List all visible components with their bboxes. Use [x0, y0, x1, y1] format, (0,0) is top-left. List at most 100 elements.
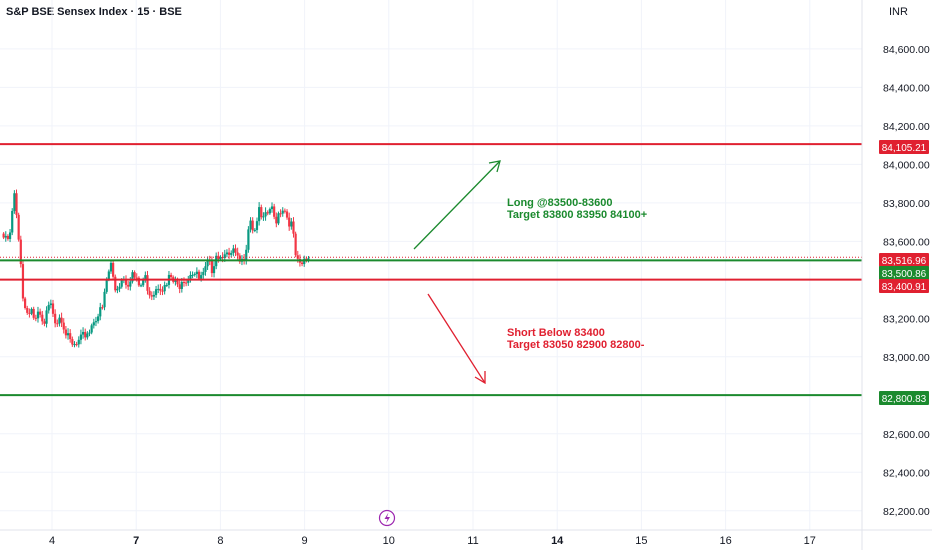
candle-body	[11, 210, 14, 233]
candle-body	[96, 316, 100, 322]
annotation-text: Target 83800 83950 84100+	[507, 209, 647, 221]
candle-body	[300, 262, 304, 265]
level-badge-label: 83,500.86	[882, 269, 927, 280]
candle-body	[232, 248, 235, 254]
x-tick-label: 11	[467, 535, 478, 547]
candle-body	[187, 279, 190, 283]
long-arrow-head	[488, 160, 501, 173]
candle-body	[154, 289, 158, 295]
level-badge-label: 84,105.21	[882, 143, 927, 154]
y-tick-label: 84,600.00	[883, 44, 930, 56]
candle-body	[49, 303, 52, 306]
candle-body	[227, 252, 231, 255]
candle-body	[101, 307, 104, 309]
candle-body	[69, 333, 72, 340]
y-tick-label: 83,600.00	[883, 236, 930, 248]
candle-body	[174, 280, 177, 282]
short-arrow-line	[427, 293, 486, 384]
candle-body	[288, 217, 291, 227]
candle-body	[43, 321, 46, 324]
candle-body	[144, 275, 147, 280]
level-badge	[879, 253, 929, 267]
candle-body	[161, 290, 164, 292]
candle-body	[223, 254, 226, 258]
candle-body	[36, 311, 40, 319]
candle-body	[60, 317, 63, 323]
candle-body	[146, 275, 149, 291]
candle-body	[178, 284, 181, 289]
y-tick-label: 83,800.00	[883, 198, 930, 210]
candle-body	[94, 321, 98, 323]
candle-body	[238, 255, 241, 262]
candle-body	[260, 207, 263, 218]
candle-body	[219, 256, 222, 260]
candle-body	[262, 216, 265, 218]
candle-body	[195, 271, 198, 275]
y-tick-label: 82,200.00	[883, 506, 930, 518]
candle-body	[62, 322, 65, 330]
candle-body	[6, 235, 10, 239]
x-tick-label: 8	[217, 535, 223, 547]
candle-body	[253, 229, 256, 231]
candle-body	[283, 210, 286, 212]
candle-body	[200, 275, 203, 279]
candle-body	[118, 286, 121, 289]
candle-body	[30, 308, 33, 314]
candle-body	[230, 253, 233, 255]
candle-body	[185, 282, 188, 284]
candle-body	[107, 271, 110, 280]
candle-body	[71, 339, 74, 345]
candle-body	[105, 279, 108, 292]
annotation-text: Long @83500-83600	[507, 197, 613, 209]
x-tick-label: 7	[133, 535, 139, 547]
horizontal-levels: 84,105.21 83,516.96 83,500.86 83,400.91 82,8…	[0, 140, 929, 405]
level-badge	[879, 391, 929, 405]
candle-body	[212, 266, 216, 274]
candle-body	[99, 307, 102, 317]
candle-body	[77, 339, 80, 345]
candle-body	[86, 333, 89, 338]
candle-body	[19, 239, 22, 265]
y-tick-label: 84,400.00	[883, 82, 930, 94]
x-tick-label: 10	[383, 535, 395, 547]
candle-body	[133, 272, 136, 278]
price-axis[interactable]: 84,600.00 84,400.00 84,200.00 84,000.00 83,8…	[861, 0, 930, 550]
candle-body	[21, 264, 25, 299]
candle-body	[129, 281, 132, 287]
candle-body	[51, 303, 55, 314]
candle-body	[273, 206, 276, 217]
candle-body	[116, 288, 119, 291]
candle-body	[264, 212, 267, 217]
candle-body	[191, 274, 194, 276]
x-tick-label: 4	[49, 535, 55, 547]
time-axis[interactable]: 4 7 8 9 10 11 14 15 16 17	[0, 529, 932, 547]
candle-body	[81, 331, 85, 335]
candle-body	[176, 280, 179, 285]
grid-lines	[0, 0, 862, 530]
candle-body	[2, 233, 5, 238]
candle-body	[157, 288, 160, 290]
long-arrow-line	[413, 160, 501, 250]
candle-body	[152, 294, 156, 297]
candle-body	[170, 274, 173, 278]
candle-body	[182, 281, 186, 283]
lightning-icon[interactable]	[378, 509, 396, 527]
level-badge	[879, 279, 929, 293]
x-tick-label: 9	[302, 535, 308, 547]
candle-body	[150, 295, 153, 297]
candle-body	[120, 280, 123, 287]
level-badge-label: 83,400.91	[882, 282, 927, 293]
candle-body	[124, 279, 128, 285]
candle-body	[54, 313, 57, 324]
y-tick-label: 83,200.00	[883, 313, 930, 325]
candle-body	[45, 310, 48, 324]
candle-body	[92, 322, 95, 326]
candle-body	[4, 235, 7, 238]
candle-body	[109, 262, 113, 272]
candle-body	[279, 213, 282, 215]
candle-body	[39, 311, 42, 315]
candle-body	[84, 331, 87, 338]
candle-body	[13, 193, 16, 211]
x-tick-label: 17	[804, 535, 816, 547]
